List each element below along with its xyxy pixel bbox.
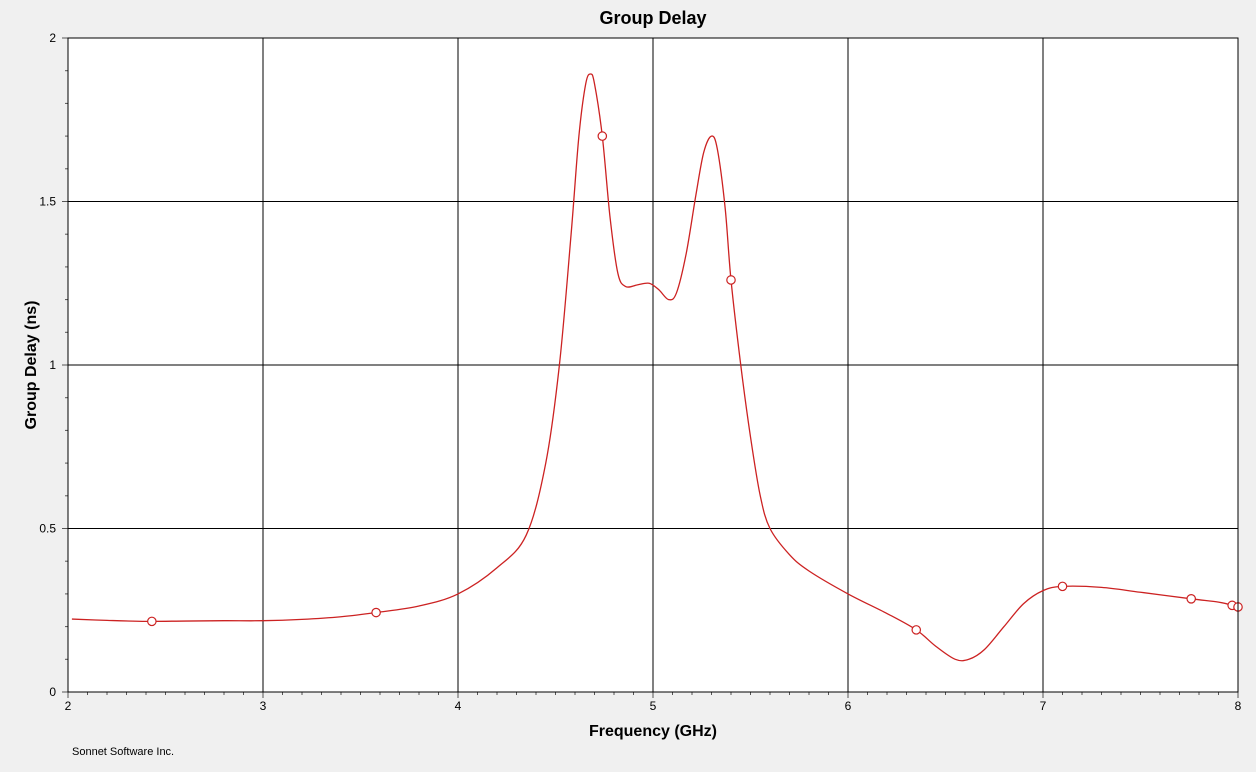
x-tick-label: 6 bbox=[845, 699, 852, 713]
series-marker bbox=[911, 625, 922, 635]
series-marker bbox=[371, 607, 381, 618]
x-tick-label: 2 bbox=[65, 699, 72, 713]
plot-frame bbox=[67, 37, 1239, 693]
x-tick-label: 7 bbox=[1040, 699, 1047, 713]
series-marker bbox=[1186, 594, 1196, 604]
group-delay-series-line bbox=[71, 73, 1239, 662]
series-marker bbox=[1057, 581, 1068, 592]
x-tick-label: 5 bbox=[650, 699, 657, 713]
y-axis-label: Group Delay (ns) bbox=[23, 301, 40, 430]
series-marker bbox=[597, 131, 608, 141]
y-tick-label: 2 bbox=[49, 31, 56, 45]
series-layer bbox=[71, 73, 1243, 662]
y-tick-label: 1 bbox=[49, 358, 56, 372]
x-tick-label: 3 bbox=[260, 699, 267, 713]
footer-credit: Sonnet Software Inc. bbox=[72, 746, 174, 758]
y-tick-label: 0.5 bbox=[39, 522, 56, 536]
x-tick-label: 4 bbox=[455, 699, 462, 713]
y-tick-label: 1.5 bbox=[39, 195, 56, 209]
series-marker bbox=[147, 616, 157, 627]
x-axis-label: Frequency (GHz) bbox=[589, 723, 717, 740]
axis-ticks: 2 3 4 5 6 7 8 0 0.5 1 1.5 2 bbox=[39, 31, 1241, 713]
y-tick-label: 0 bbox=[49, 685, 56, 699]
gridlines bbox=[68, 38, 1238, 692]
x-tick-label: 8 bbox=[1235, 699, 1242, 713]
series-marker bbox=[726, 275, 736, 285]
chart-title: Group Delay bbox=[599, 8, 706, 28]
